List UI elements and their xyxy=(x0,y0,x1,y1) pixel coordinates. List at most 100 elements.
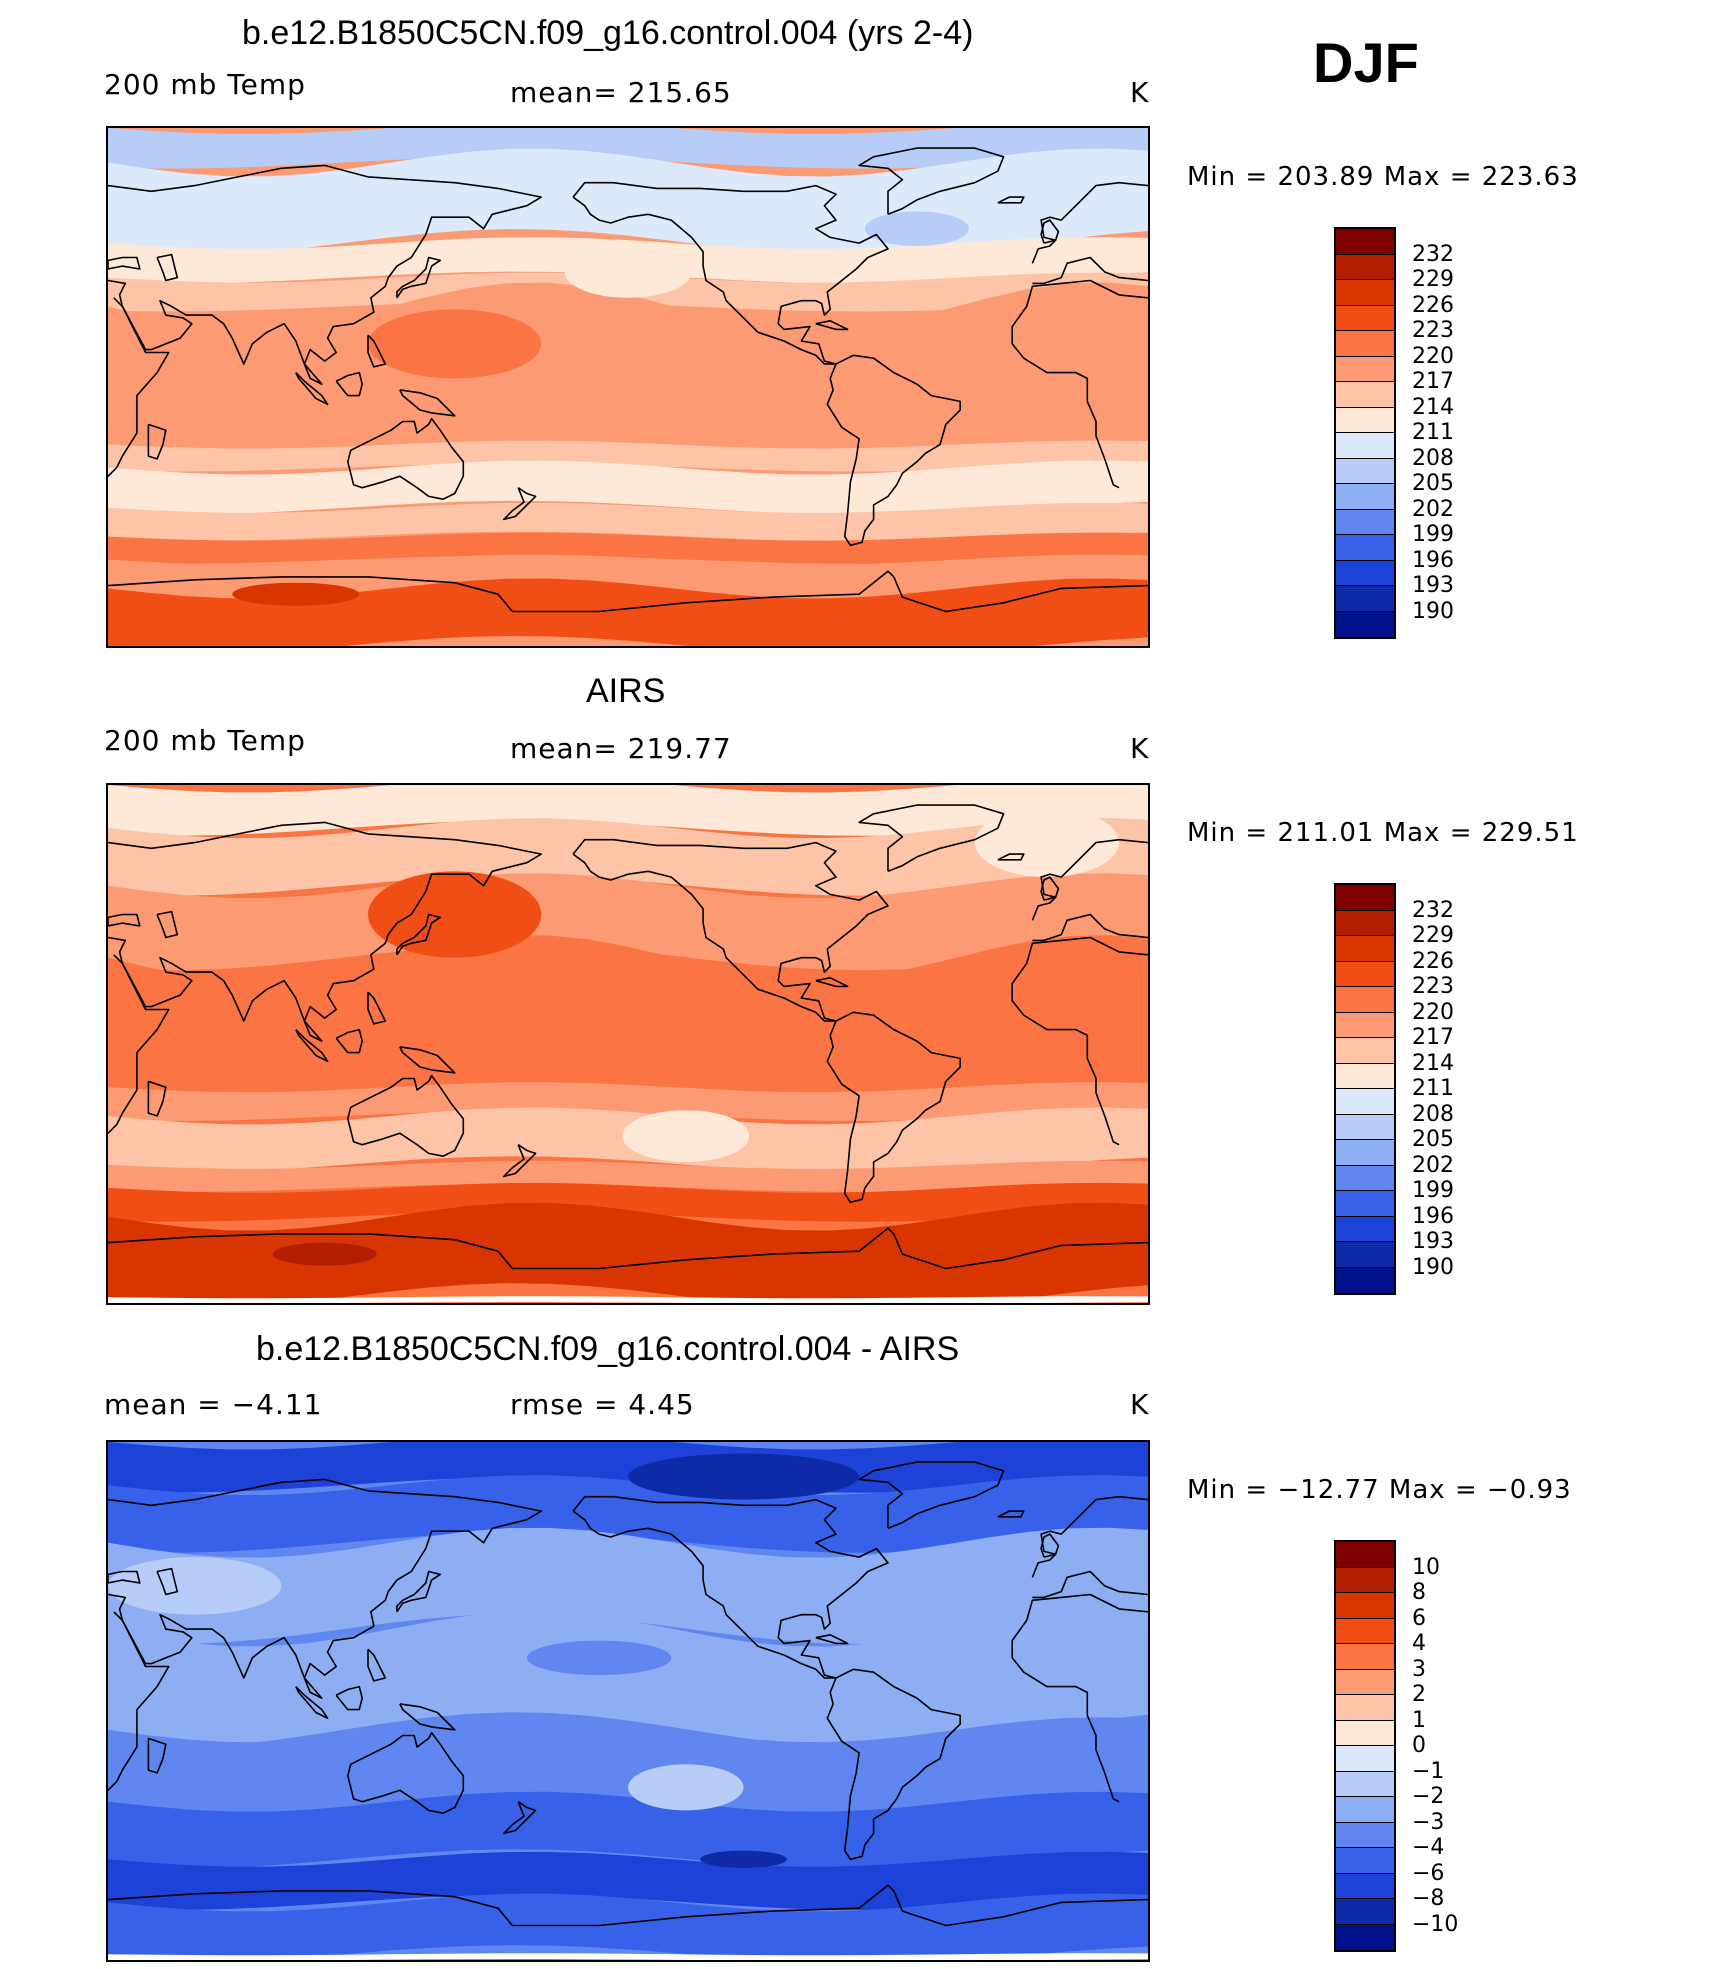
coastline xyxy=(108,256,141,270)
contour-blob xyxy=(564,245,692,298)
colorbar-swatch xyxy=(1336,910,1394,936)
contour-band xyxy=(108,785,1148,836)
coastline xyxy=(399,1703,456,1731)
colorbar-swatch xyxy=(1336,1165,1394,1191)
colorbar-swatch xyxy=(1336,1618,1394,1644)
colorbar-tick-label: 226 xyxy=(1412,292,1454,318)
colorbar-tick-label: −3 xyxy=(1412,1809,1445,1835)
colorbar-swatch xyxy=(1336,1063,1394,1089)
coastline xyxy=(1011,1593,1148,1803)
coastline xyxy=(399,1046,456,1074)
mean-label: mean= 219.77 xyxy=(510,732,732,765)
coastline xyxy=(108,1478,543,1699)
colorbar-swatch xyxy=(1336,1797,1394,1823)
colorbar-tick-label: 190 xyxy=(1412,1254,1454,1280)
coastline xyxy=(108,1227,1148,1270)
colorbar-swatch xyxy=(1336,280,1394,306)
colorbar-swatch xyxy=(1336,535,1394,561)
coastline xyxy=(1011,279,1148,489)
coastline xyxy=(502,487,537,521)
colorbar-tick-label: 199 xyxy=(1412,522,1454,547)
colorbar-swatch xyxy=(1336,458,1394,484)
colorbar-swatch xyxy=(1336,1114,1394,1140)
minmax-label: Min = 211.01 Max = 229.51 xyxy=(1187,818,1579,848)
coastline xyxy=(1032,1570,1148,1599)
coastline xyxy=(147,423,167,460)
colorbar-swatch xyxy=(1336,1899,1394,1925)
contour-blob xyxy=(628,1764,744,1811)
colorbar-tick-label: 214 xyxy=(1412,394,1454,420)
colorbar-tick-label: 0 xyxy=(1412,1733,1426,1758)
contour-band xyxy=(108,935,1148,1110)
contour-band xyxy=(108,1475,1148,1553)
contour-blob xyxy=(368,871,542,958)
contour-band xyxy=(108,1611,1148,1748)
colorbar-swatch xyxy=(1336,1771,1394,1797)
rmse-label: rmse = 4.45 xyxy=(510,1388,695,1421)
colorbar-tick-label: 232 xyxy=(1412,241,1454,267)
coastline xyxy=(347,1731,465,1815)
colorbar-swatch xyxy=(1336,509,1394,535)
colorbar-tick-label: 193 xyxy=(1412,1229,1454,1254)
season-label: DJF xyxy=(1313,31,1419,94)
colorbar-tick-label: 217 xyxy=(1412,369,1454,394)
contour-band xyxy=(108,873,1148,971)
contour-band xyxy=(108,1953,1148,1960)
coastline xyxy=(572,181,889,365)
contour-band xyxy=(108,578,1148,646)
colorbar-tick-label: 196 xyxy=(1412,1203,1454,1229)
colorbar-swatch xyxy=(1336,254,1394,280)
colorbar-tick-label: 202 xyxy=(1412,1152,1454,1178)
units-label: K xyxy=(1130,732,1150,765)
colorbar-tick-label: 211 xyxy=(1412,420,1454,445)
contour-band xyxy=(108,1527,1148,1645)
colorbar-swatch xyxy=(1336,1089,1394,1115)
contour-blob xyxy=(700,1850,787,1868)
coastline xyxy=(156,1567,179,1596)
coastline xyxy=(335,1028,363,1054)
colorbar-swatch xyxy=(1336,586,1394,612)
colorbar-tick-label: 214 xyxy=(1412,1050,1454,1076)
contour-band xyxy=(108,818,1148,896)
coastline xyxy=(396,913,442,956)
colorbar-swatch xyxy=(1336,1720,1394,1746)
colorbar-tick-label: 193 xyxy=(1412,573,1454,598)
coastline xyxy=(108,164,543,385)
coastline xyxy=(147,1737,167,1774)
coastline xyxy=(156,253,179,282)
colorbar-tick-label: 2 xyxy=(1412,1682,1426,1707)
colorbar-tick-label: 220 xyxy=(1412,343,1454,369)
coastline xyxy=(335,371,363,397)
contour-band xyxy=(108,532,1148,564)
coastline xyxy=(396,1570,442,1613)
coastline xyxy=(502,1144,537,1178)
coastline xyxy=(572,1495,889,1679)
colorbar-swatch xyxy=(1336,961,1394,987)
colorbar-tick-label: 223 xyxy=(1412,974,1454,999)
colorbar-swatch xyxy=(1336,1924,1394,1950)
colorbar-tick-label: −2 xyxy=(1412,1784,1445,1809)
contour-map xyxy=(108,1442,1148,1960)
colorbar-tick-label: 3 xyxy=(1412,1656,1426,1682)
colorbar-swatch xyxy=(1336,560,1394,586)
colorbar-swatch xyxy=(1336,1593,1394,1619)
mean-label: mean = −4.11 xyxy=(104,1388,323,1421)
coastline xyxy=(1040,876,1060,901)
coastline xyxy=(1031,181,1148,264)
coastline xyxy=(1031,1495,1148,1578)
colorbar-tick-label: −1 xyxy=(1412,1758,1445,1784)
colorbar-tick-label: −4 xyxy=(1412,1835,1445,1860)
colorbar-swatch xyxy=(1336,1191,1394,1217)
panel-title: b.e12.B1850C5CN.f09_g16.control.004 (yrs… xyxy=(242,14,974,52)
coastline xyxy=(1031,838,1148,921)
colorbar-tick-label: −6 xyxy=(1412,1860,1445,1886)
colorbar-swatch xyxy=(1336,356,1394,382)
coastline xyxy=(826,1011,962,1204)
minmax-label: Min = 203.89 Max = 223.63 xyxy=(1187,162,1579,192)
contour-blob xyxy=(628,1453,860,1500)
contour-blob xyxy=(272,1242,377,1266)
coastline xyxy=(335,1685,363,1711)
colorbar-box xyxy=(1334,883,1396,1295)
coastline xyxy=(108,570,1148,613)
units-label: K xyxy=(1130,1388,1150,1421)
